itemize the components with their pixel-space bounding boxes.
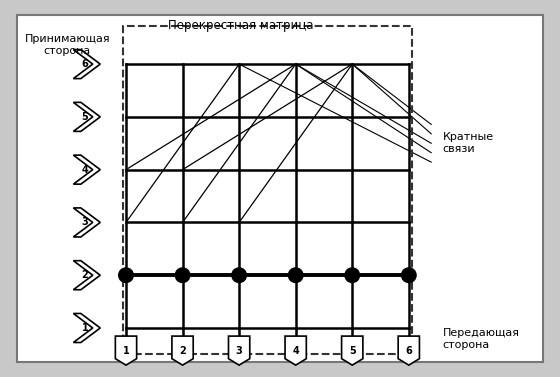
Ellipse shape <box>288 268 303 282</box>
Text: 3: 3 <box>82 218 88 227</box>
Text: 6: 6 <box>82 59 88 69</box>
Ellipse shape <box>175 268 190 282</box>
Polygon shape <box>285 336 306 365</box>
Text: 2: 2 <box>82 270 88 280</box>
Text: 6: 6 <box>405 346 412 356</box>
Text: 5: 5 <box>82 112 88 122</box>
Text: Перекрестная матрица: Перекрестная матрица <box>168 19 314 32</box>
Text: 3: 3 <box>236 346 242 356</box>
Polygon shape <box>398 336 419 365</box>
Polygon shape <box>73 208 100 237</box>
Polygon shape <box>342 336 363 365</box>
Ellipse shape <box>119 268 133 282</box>
Polygon shape <box>73 314 100 342</box>
Polygon shape <box>172 336 193 365</box>
Polygon shape <box>73 103 100 132</box>
Text: 4: 4 <box>292 346 299 356</box>
Polygon shape <box>73 155 100 184</box>
Text: Передающая
сторона: Передающая сторона <box>442 328 520 351</box>
Ellipse shape <box>345 268 360 282</box>
Text: 5: 5 <box>349 346 356 356</box>
Polygon shape <box>73 261 100 290</box>
Text: Кратные
связи: Кратные связи <box>442 132 493 155</box>
Text: Принимающая
сторона: Принимающая сторона <box>25 34 110 56</box>
Polygon shape <box>115 336 137 365</box>
Polygon shape <box>228 336 250 365</box>
Text: 4: 4 <box>82 165 88 175</box>
Bar <box>123 26 412 354</box>
Ellipse shape <box>232 268 246 282</box>
Text: 2: 2 <box>179 346 186 356</box>
Polygon shape <box>73 50 100 79</box>
Text: 1: 1 <box>82 323 88 333</box>
Ellipse shape <box>402 268 416 282</box>
Text: 1: 1 <box>123 346 129 356</box>
